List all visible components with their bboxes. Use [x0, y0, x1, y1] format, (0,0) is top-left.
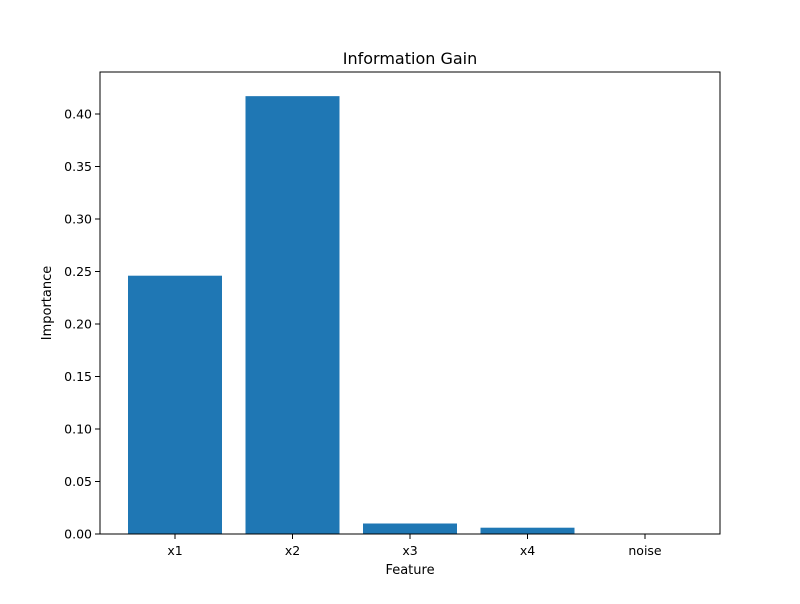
x-tick-label-x4: x4	[520, 543, 535, 558]
y-axis-label: Importance	[40, 266, 55, 341]
x-tick-label-x3: x3	[402, 543, 417, 558]
bars-layer	[128, 96, 575, 535]
x-tick-label-x2: x2	[285, 543, 300, 558]
bar-x3	[363, 523, 457, 534]
y-tick-label: 0.05	[64, 474, 92, 489]
y-tick-label: 0.00	[64, 527, 92, 542]
y-tick-label: 0.10	[64, 422, 92, 437]
y-tick-label: 0.25	[64, 264, 92, 279]
y-tick-label: 0.30	[64, 212, 92, 227]
x-axis: x1 x2 x3 x4 noise	[167, 534, 662, 558]
x-tick-label-x1: x1	[167, 543, 182, 558]
y-axis: 0.00 0.05 0.10 0.15 0.20 0.25 0.30 0.35 0.40	[64, 107, 100, 542]
y-tick-label: 0.15	[64, 369, 92, 384]
x-axis-label: Feature	[385, 563, 434, 578]
y-tick-label: 0.40	[64, 107, 92, 122]
y-tick-label: 0.35	[64, 159, 92, 174]
x-tick-label-noise: noise	[628, 543, 662, 558]
plot-frame	[99, 71, 721, 535]
y-tick-label: 0.20	[64, 317, 92, 332]
bar-x1	[128, 275, 222, 534]
chart-title: Information Gain	[343, 49, 478, 68]
bar-x4	[480, 527, 575, 534]
bar-x2	[245, 96, 340, 535]
